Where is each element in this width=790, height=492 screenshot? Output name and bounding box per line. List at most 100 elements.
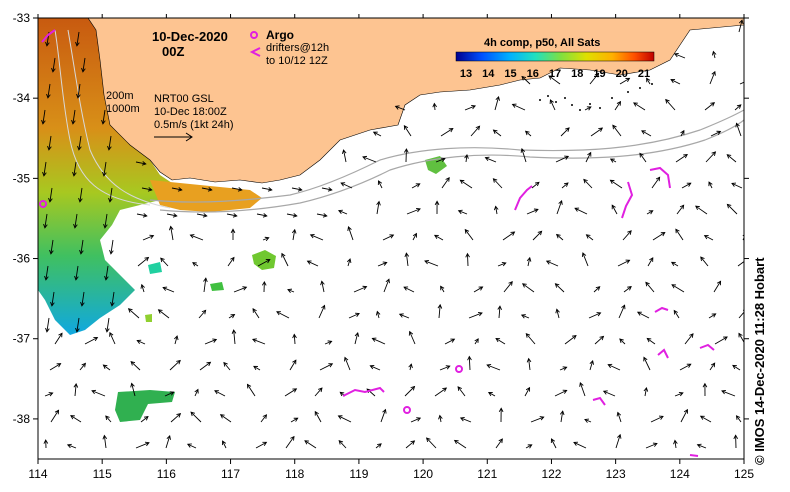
current-vector <box>412 232 417 241</box>
current-vector <box>434 200 440 215</box>
sst-patch <box>145 314 152 322</box>
current-vector <box>602 390 616 397</box>
current-vector <box>457 386 466 397</box>
argo-legend-label: Argo <box>266 28 294 42</box>
current-vector <box>79 362 86 371</box>
current-vector <box>107 135 112 151</box>
y-tick-label: -33 <box>13 11 31 25</box>
current-vector <box>589 359 594 371</box>
current-vector <box>319 363 334 371</box>
current-vector <box>198 309 207 319</box>
x-tick-label: 122 <box>541 467 561 481</box>
current-vector <box>260 414 268 423</box>
vector-scale-label: 0.5m/s (1kt 24h) <box>154 119 233 131</box>
current-vector <box>77 135 82 151</box>
current-vector <box>589 72 600 85</box>
current-vector <box>709 70 716 85</box>
current-vector <box>43 439 49 449</box>
current-vector <box>380 408 387 423</box>
current-vector <box>721 389 736 397</box>
current-vector <box>314 410 322 423</box>
current-vector <box>524 130 532 137</box>
current-vector <box>502 231 516 241</box>
drifter-track <box>657 348 669 359</box>
current-vector <box>708 181 713 189</box>
current-vector <box>194 388 199 397</box>
current-vector <box>735 415 742 423</box>
y-tick-label: -37 <box>13 332 31 346</box>
current-vector <box>622 230 632 241</box>
current-vector <box>440 285 445 293</box>
current-vector <box>404 385 416 397</box>
current-vector <box>739 81 744 85</box>
current-vector <box>346 258 352 267</box>
current-vector <box>347 226 354 241</box>
current-vector <box>289 359 297 371</box>
drifter-track <box>689 454 699 457</box>
current-vector <box>555 155 570 163</box>
current-vector <box>137 256 150 267</box>
current-vector <box>639 152 647 163</box>
current-vector <box>647 257 654 267</box>
model-time: 10-Dec 18:00Z <box>154 106 227 118</box>
isobath-west-2 <box>67 29 171 209</box>
current-vector <box>190 411 202 423</box>
current-vector <box>679 363 692 371</box>
current-vector <box>79 239 84 255</box>
current-vector <box>579 381 586 397</box>
current-vector <box>733 434 739 449</box>
current-vector <box>734 104 742 111</box>
current-vector <box>354 332 360 345</box>
drifter-track <box>621 181 634 219</box>
current-vector <box>684 333 694 345</box>
current-vector <box>91 389 106 397</box>
current-vector <box>464 154 469 163</box>
y-tick-label: -35 <box>13 171 31 185</box>
colorbar-tick-label: 16 <box>527 68 539 80</box>
current-vector <box>494 95 500 111</box>
current-vector <box>612 124 622 137</box>
current-vector <box>735 122 742 137</box>
current-vector <box>549 99 556 111</box>
colorbar-title: 4h comp, p50, All Sats <box>484 37 600 49</box>
current-vector <box>76 83 81 99</box>
current-vector <box>590 127 604 137</box>
current-vector <box>196 213 208 218</box>
current-vector <box>526 357 532 371</box>
current-vector <box>594 335 605 345</box>
current-vector <box>545 260 559 267</box>
current-vector <box>670 261 679 267</box>
current-vector <box>435 157 446 163</box>
current-vector <box>611 204 618 215</box>
current-vector <box>324 340 333 345</box>
colorbar-tick-label: 19 <box>593 68 605 80</box>
colorbar-tick-label: 21 <box>638 68 650 80</box>
current-vector <box>464 104 476 111</box>
drifter-track <box>654 306 669 313</box>
current-vector <box>532 230 543 241</box>
current-vector <box>362 155 377 163</box>
current-vector <box>340 182 353 189</box>
current-vector <box>493 205 499 215</box>
x-tick-label: 120 <box>413 467 433 481</box>
current-vector <box>291 228 297 241</box>
current-vector <box>615 433 622 449</box>
current-vector <box>495 438 503 449</box>
current-vector <box>73 382 79 397</box>
current-vector <box>223 361 231 371</box>
current-vector <box>743 291 744 292</box>
current-vector <box>157 309 170 319</box>
drifter-legend-line1: drifters@12h <box>266 42 329 54</box>
current-vector <box>726 203 738 215</box>
isobath-label-1000m: 1000m <box>106 103 140 115</box>
current-vector <box>618 304 626 319</box>
drifter-track <box>699 343 715 351</box>
current-vector <box>520 314 530 319</box>
current-vector <box>470 125 481 137</box>
current-vector <box>44 392 54 397</box>
current-vector <box>574 207 588 215</box>
current-vector <box>162 286 175 293</box>
current-vector <box>109 331 116 345</box>
current-vector <box>127 308 140 319</box>
model-name: NRT00 GSL <box>154 93 214 105</box>
